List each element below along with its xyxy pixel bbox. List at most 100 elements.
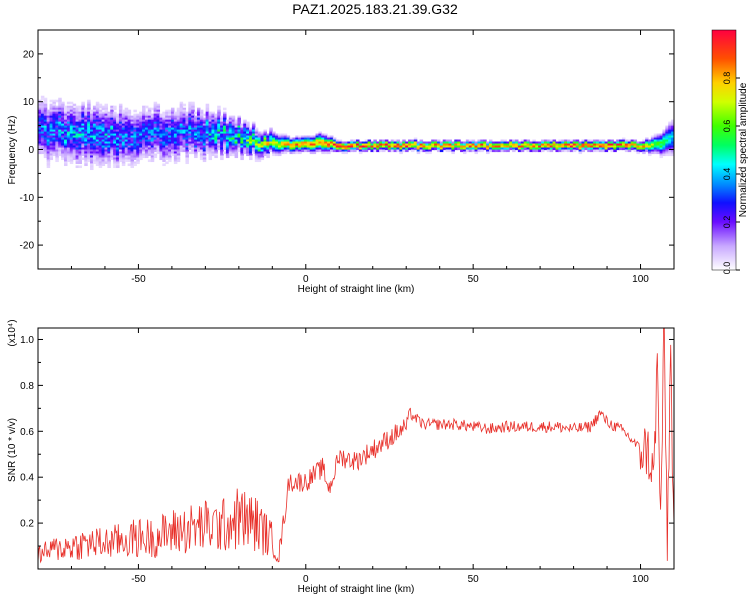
heatmap-cell [315, 149, 320, 153]
heatmap-cell [214, 121, 218, 125]
heatmap-cell [445, 139, 450, 143]
heatmap-cell [84, 137, 88, 141]
heatmap-cell [347, 147, 351, 151]
heatmap-cell [182, 121, 187, 125]
heatmap-cell [168, 121, 172, 125]
heatmap-cell [66, 113, 71, 117]
heatmap-cell [46, 145, 51, 149]
heatmap-cell [240, 141, 244, 145]
heatmap-cell [266, 147, 270, 151]
heatmap-cell [170, 147, 175, 151]
heatmap-cell [43, 97, 48, 101]
heatmap-cell [468, 143, 473, 147]
heatmap-cell [136, 129, 140, 133]
heatmap-cell [104, 133, 108, 137]
heatmap-cell [194, 153, 198, 157]
heatmap-cell [532, 147, 536, 151]
heatmap-cell [214, 143, 218, 147]
heatmap-cell [289, 137, 293, 141]
heatmap-cell [84, 121, 88, 125]
heatmap-cell [309, 139, 314, 143]
heatmap-cell [78, 111, 82, 115]
heatmap-cell [405, 147, 409, 151]
heatmap-cell [272, 135, 276, 139]
heatmap-cell [121, 161, 126, 165]
heatmap-cell [211, 149, 215, 153]
heatmap-cell [153, 141, 158, 145]
heatmap-cell [173, 141, 178, 145]
heatmap-cell [246, 135, 250, 139]
heatmap-cell [653, 147, 658, 151]
heatmap-cell [332, 139, 337, 143]
heatmap-cell [40, 131, 45, 135]
heatmap-cell [341, 141, 346, 145]
heatmap-cell [191, 141, 195, 145]
heatmap-cell [49, 151, 54, 155]
heatmap-cell [104, 151, 108, 155]
heatmap-cell [295, 147, 299, 151]
heatmap-cell [370, 149, 374, 153]
heatmap-cell [127, 141, 132, 145]
heatmap-cell [144, 145, 149, 149]
heatmap-cell [104, 153, 108, 157]
heatmap-cell [494, 147, 499, 151]
heatmap-cell [176, 113, 181, 117]
heatmap-cell [61, 107, 65, 111]
heatmap-cell [98, 165, 103, 169]
heatmap-cell [176, 131, 181, 135]
heatmap-cell [142, 139, 146, 143]
heatmap-cell [223, 145, 227, 149]
heatmap-cell [78, 149, 82, 153]
heatmap-cell [263, 149, 267, 153]
heatmap-cell [223, 123, 227, 127]
x-tick-label: -50 [131, 574, 146, 585]
heatmap-cell [280, 147, 285, 151]
heatmap-cell [370, 145, 374, 149]
heatmap-cell [520, 149, 525, 153]
heatmap-cell [150, 145, 155, 149]
heatmap-cell [162, 125, 166, 129]
heatmap-cell [139, 135, 143, 139]
heatmap-cell [584, 145, 588, 149]
heatmap-cell [572, 149, 577, 153]
heatmap-cell [113, 137, 117, 141]
heatmap-cell [468, 147, 473, 151]
heatmap-cell [532, 149, 536, 153]
heatmap-cell [569, 139, 574, 143]
heatmap-cell [344, 145, 348, 149]
heatmap-cell [179, 119, 184, 123]
heatmap-cell [81, 137, 85, 141]
heatmap-cell [75, 165, 80, 169]
heatmap-cell [500, 145, 505, 149]
heatmap-cell [367, 145, 372, 149]
heatmap-cell [422, 143, 426, 147]
heatmap-cell [595, 147, 600, 151]
heatmap-cell [168, 147, 172, 151]
heatmap-cell [182, 103, 187, 107]
heatmap-cell [604, 141, 609, 145]
heatmap-cell [87, 103, 91, 107]
heatmap-cell [546, 147, 551, 151]
heatmap-cell [240, 137, 244, 141]
heatmap-cell [84, 131, 88, 135]
heatmap-cell [202, 151, 207, 155]
heatmap-cell [448, 145, 452, 149]
heatmap-cell [269, 145, 273, 149]
heatmap-cell [98, 115, 103, 119]
heatmap-cell [500, 147, 505, 151]
heatmap-cell [260, 139, 265, 143]
heatmap-cell [107, 151, 111, 155]
heatmap-cell [555, 149, 559, 153]
heatmap-cell [460, 145, 464, 149]
heatmap-cell [107, 113, 111, 117]
heatmap-cell [118, 157, 123, 161]
heatmap-cell [130, 117, 134, 121]
heatmap-cell [217, 115, 221, 119]
heatmap-cell [656, 137, 661, 141]
heatmap-cell [78, 129, 82, 133]
heatmap-cell [38, 149, 42, 153]
heatmap-cell [43, 145, 48, 149]
heatmap-cell [113, 121, 117, 125]
heatmap-cell [306, 145, 311, 149]
heatmap-cell [246, 151, 250, 155]
